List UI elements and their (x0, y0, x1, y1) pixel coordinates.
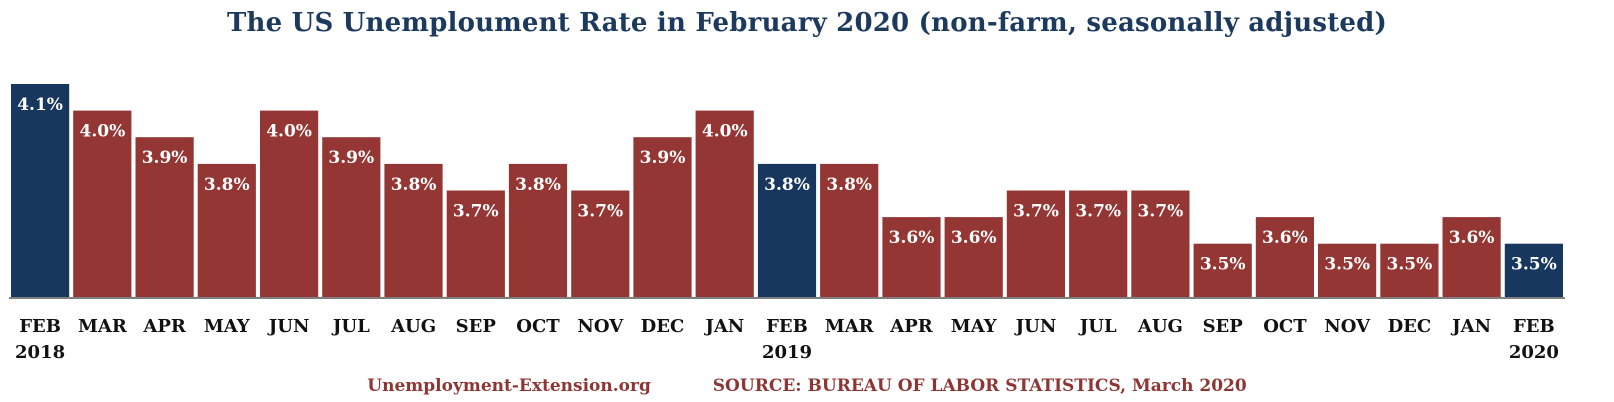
data-label-2: 4.0% (80, 122, 126, 142)
x-tick-label-7: AUG (390, 316, 436, 337)
x-tick-label-6: JUL (331, 316, 370, 337)
x-tick-label-22: NOV (1324, 316, 1371, 337)
chart-title: The US Unemploument Rate in February 202… (226, 8, 1388, 38)
x-tick-label-8: SEP (456, 316, 497, 337)
bar-13 (757, 163, 817, 297)
data-label-13: 3.8% (764, 175, 810, 195)
x-tick-label-14: MAR (825, 316, 875, 337)
footer: Unemployment-Extension.org SOURCE: BUREA… (0, 376, 1614, 396)
x-tick-label-1: FEB 2018 (15, 316, 65, 363)
x-tick-label-13: FEB 2019 (762, 316, 812, 363)
data-label-22: 3.5% (1324, 255, 1370, 275)
x-tick-label-25: FEB 2020 (1509, 316, 1559, 363)
bar-8 (446, 190, 505, 297)
footer-source: SOURCE: BUREAU OF LABOR STATISTICS, Marc… (712, 376, 1247, 396)
bar-24 (1442, 217, 1501, 297)
bar-7 (384, 163, 443, 297)
data-label-9: 3.8% (515, 175, 561, 195)
data-label-1: 4.1% (17, 95, 63, 115)
data-label-11: 3.9% (640, 148, 686, 168)
data-label-19: 3.7% (1138, 202, 1184, 222)
data-label-6: 3.9% (328, 148, 374, 168)
bar-23 (1380, 243, 1439, 297)
x-tick-label-24: JAN (1450, 316, 1491, 337)
tick-labels-group: FEB 2018 MAR APR MAY JUN JUL AUG SEP OCT NOV DEC JAN… (15, 316, 1559, 363)
data-label-7: 3.8% (391, 175, 437, 195)
x-tick-label-23: DEC (1388, 316, 1432, 337)
bar-12 (695, 110, 754, 297)
x-tick-label-19: AUG (1137, 316, 1183, 337)
x-tick-label-9: OCT (516, 316, 560, 337)
x-tick-label-20: SEP (1203, 316, 1244, 337)
bar-21 (1255, 217, 1314, 297)
bar-3 (135, 137, 194, 297)
bar-14 (820, 163, 879, 297)
x-tick-label-15: APR (889, 316, 934, 337)
bar-17 (1006, 190, 1065, 297)
data-label-5: 4.0% (266, 122, 312, 142)
bar-4 (197, 163, 256, 297)
bar-2 (73, 110, 132, 297)
data-label-4: 3.8% (204, 175, 250, 195)
bar-22 (1318, 243, 1377, 297)
bar-11 (633, 137, 692, 297)
data-label-23: 3.5% (1387, 255, 1433, 275)
bars-group: 4.1% 4.0% 3.9% 3.8% 4.0% 3.9% 3.8% 3.7% 3.8% 3.7%… (11, 84, 1563, 297)
data-label-17: 3.7% (1013, 202, 1059, 222)
bar-5 (260, 110, 319, 297)
data-label-10: 3.7% (577, 202, 623, 222)
bar-19 (1131, 190, 1190, 297)
bar-15 (882, 217, 941, 297)
data-label-12: 4.0% (702, 122, 748, 142)
footer-site-link[interactable]: Unemployment-Extension.org (367, 376, 651, 396)
x-tick-label-21: OCT (1263, 316, 1307, 337)
data-label-16: 3.6% (951, 228, 997, 248)
x-tick-label-5: JUN (267, 316, 310, 337)
bar-9 (508, 163, 568, 297)
data-label-8: 3.7% (453, 202, 499, 222)
bar-25 (1504, 243, 1563, 297)
bar-16 (944, 217, 1003, 297)
data-label-14: 3.8% (826, 175, 872, 195)
x-tick-label-11: DEC (641, 316, 685, 337)
x-tick-label-18: JUL (1078, 316, 1117, 337)
x-tick-label-3: APR (142, 316, 187, 337)
data-label-20: 3.5% (1200, 255, 1246, 275)
bar-10 (571, 190, 630, 297)
data-label-21: 3.6% (1262, 228, 1308, 248)
data-label-24: 3.6% (1449, 228, 1495, 248)
data-label-15: 3.6% (889, 228, 935, 248)
data-label-3: 3.9% (142, 148, 188, 168)
x-tick-label-17: JUN (1014, 316, 1057, 337)
bar-20 (1193, 243, 1252, 297)
x-tick-label-2: MAR (78, 316, 128, 337)
bar-1 (11, 84, 70, 297)
data-label-18: 3.7% (1075, 202, 1121, 222)
x-tick-label-12: JAN (703, 316, 744, 337)
data-label-25: 3.5% (1511, 255, 1557, 275)
bar-6 (322, 137, 381, 297)
x-tick-label-10: NOV (577, 316, 624, 337)
bar-18 (1069, 190, 1128, 297)
x-tick-label-4: MAY (204, 316, 251, 337)
x-tick-label-16: MAY (951, 316, 998, 337)
